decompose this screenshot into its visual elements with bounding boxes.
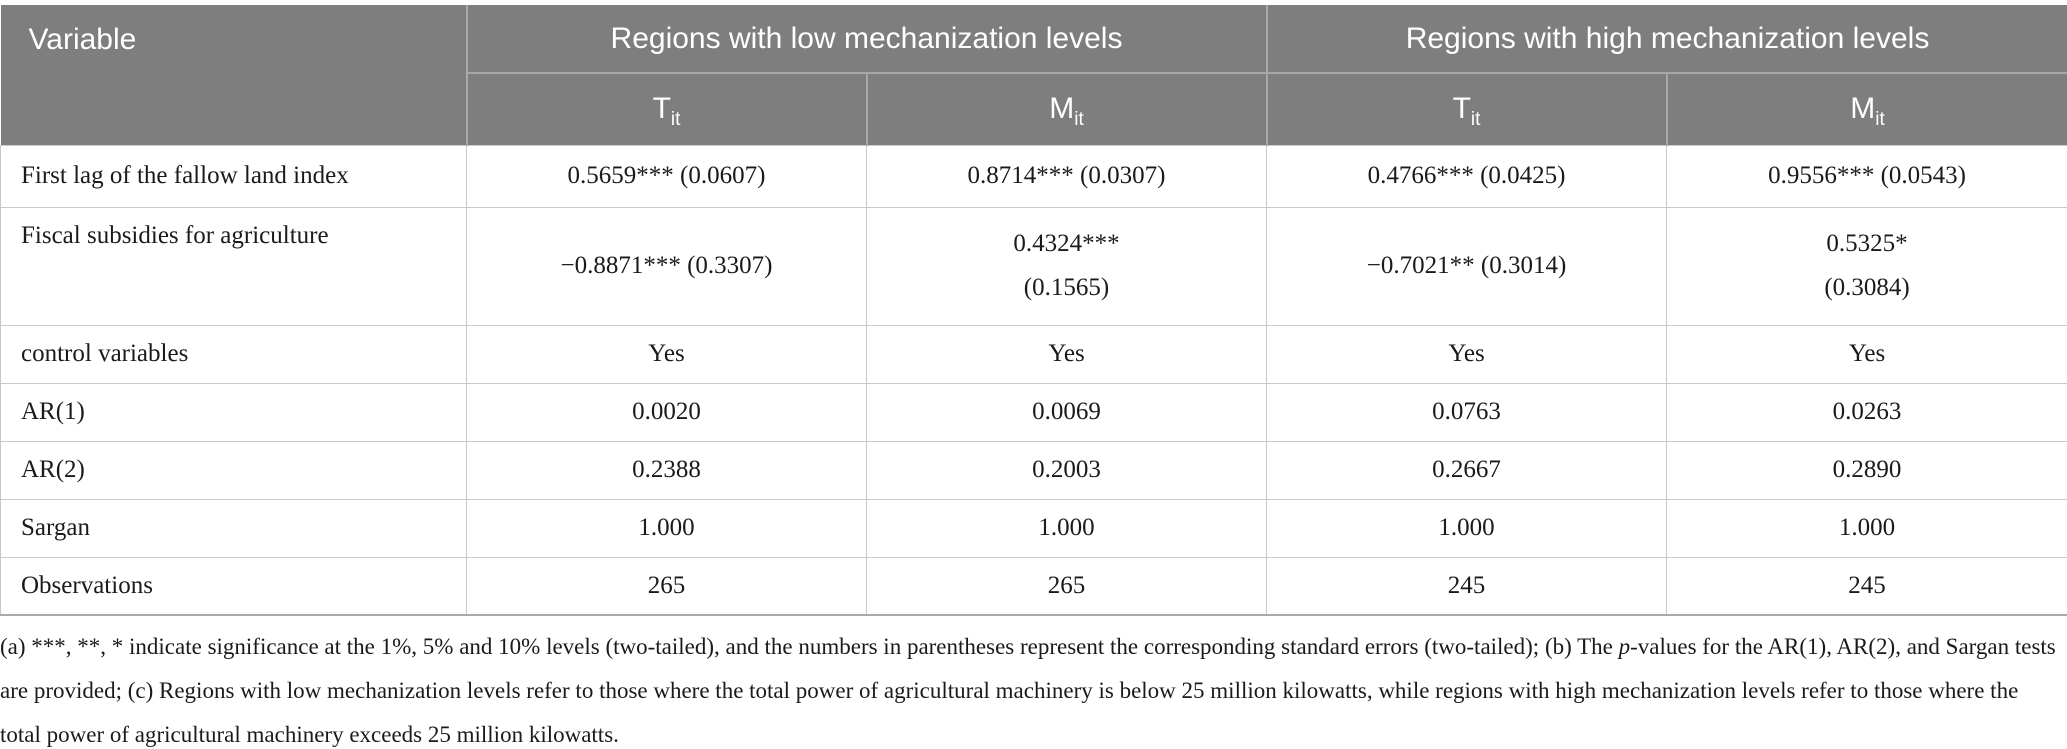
table-row: AR(1) 0.0020 0.0069 0.0763 0.0263	[0, 382, 2067, 442]
table-row: Fiscal subsidies for agriculture −0.8871…	[0, 206, 2067, 326]
header-subcol-row: Tit Mit Tit Mit	[1, 73, 2067, 145]
table-row: control variables Yes Yes Yes Yes	[0, 324, 2067, 384]
subcol-symbol: Mit	[1049, 92, 1084, 131]
header-variable: Variable	[0, 5, 468, 145]
row-label: AR(1)	[0, 382, 467, 442]
header-subcol-m-low: Mit	[866, 73, 1268, 145]
paper-table-page: Variable Regions with low mechanization …	[0, 5, 2067, 749]
cell-value: 1.000	[1666, 498, 2067, 558]
cell-value: 0.9556*** (0.0543)	[1666, 144, 2067, 208]
cell-value: 1.000	[1266, 498, 1668, 558]
cell-value: 0.2003	[865, 440, 1268, 500]
cell-value: 0.0763	[1266, 382, 1668, 442]
cell-value: Yes	[1266, 324, 1668, 384]
row-label: AR(2)	[0, 440, 467, 500]
cell-value: 0.5325* (0.3084)	[1666, 206, 2067, 326]
cell-value: 0.2667	[1266, 440, 1668, 500]
table-row: Observations 265 265 245 245	[0, 556, 2067, 616]
cell-value: 245	[1666, 556, 2067, 616]
cell-value: 1.000	[865, 498, 1268, 558]
cell-value: 0.0069	[865, 382, 1268, 442]
cell-value: −0.8871*** (0.3307)	[466, 206, 867, 326]
header-subcol-t-low: Tit	[466, 73, 868, 145]
cell-value: Yes	[1666, 324, 2067, 384]
cell-value: 0.2890	[1666, 440, 2067, 500]
cell-value: 245	[1266, 556, 1668, 616]
cell-value: 1.000	[466, 498, 867, 558]
cell-value: 0.4324*** (0.1565)	[865, 206, 1268, 326]
subcol-symbol: Tit	[652, 92, 681, 131]
table-header: Variable Regions with low mechanization …	[0, 5, 2067, 145]
row-label: control variables	[0, 324, 467, 384]
subcol-symbol: Tit	[1452, 92, 1481, 131]
header-group-low-mechanization: Regions with low mechanization levels	[466, 5, 1268, 74]
row-label: Observations	[0, 556, 467, 616]
cell-value: −0.7021** (0.3014)	[1266, 206, 1668, 326]
row-label: Fiscal subsidies for agriculture	[0, 206, 467, 326]
header-group-row: Variable Regions with low mechanization …	[0, 5, 2067, 145]
cell-value: 0.0263	[1666, 382, 2067, 442]
table-row: Sargan 1.000 1.000 1.000 1.000	[0, 498, 2067, 558]
row-label: Sargan	[0, 498, 467, 558]
cell-value: 0.8714*** (0.0307)	[865, 144, 1268, 208]
header-subcol-m-high: Mit	[1666, 73, 2067, 145]
header-subcol-t-high: Tit	[1266, 73, 1668, 145]
header-group-high-mechanization: Regions with high mechanization levels	[1266, 5, 2067, 74]
cell-value: Yes	[865, 324, 1268, 384]
cell-value: 0.5659*** (0.0607)	[466, 144, 867, 208]
cell-value: 265	[865, 556, 1268, 616]
cell-value: Yes	[466, 324, 867, 384]
cell-value: 265	[466, 556, 867, 616]
cell-value: 0.0020	[466, 382, 867, 442]
table-body: First lag of the fallow land index 0.565…	[0, 144, 2067, 616]
cell-value: 0.2388	[466, 440, 867, 500]
table-row: AR(2) 0.2388 0.2003 0.2667 0.2890	[0, 440, 2067, 500]
subcol-symbol: Mit	[1850, 92, 1885, 131]
regression-results-table: Variable Regions with low mechanization …	[0, 5, 2067, 616]
row-label: First lag of the fallow land index	[0, 144, 467, 208]
cell-value: 0.4766*** (0.0425)	[1266, 144, 1668, 208]
table-row: First lag of the fallow land index 0.565…	[0, 144, 2067, 208]
table-footnote: (a) ***, **, * indicate significance at …	[0, 634, 2056, 747]
